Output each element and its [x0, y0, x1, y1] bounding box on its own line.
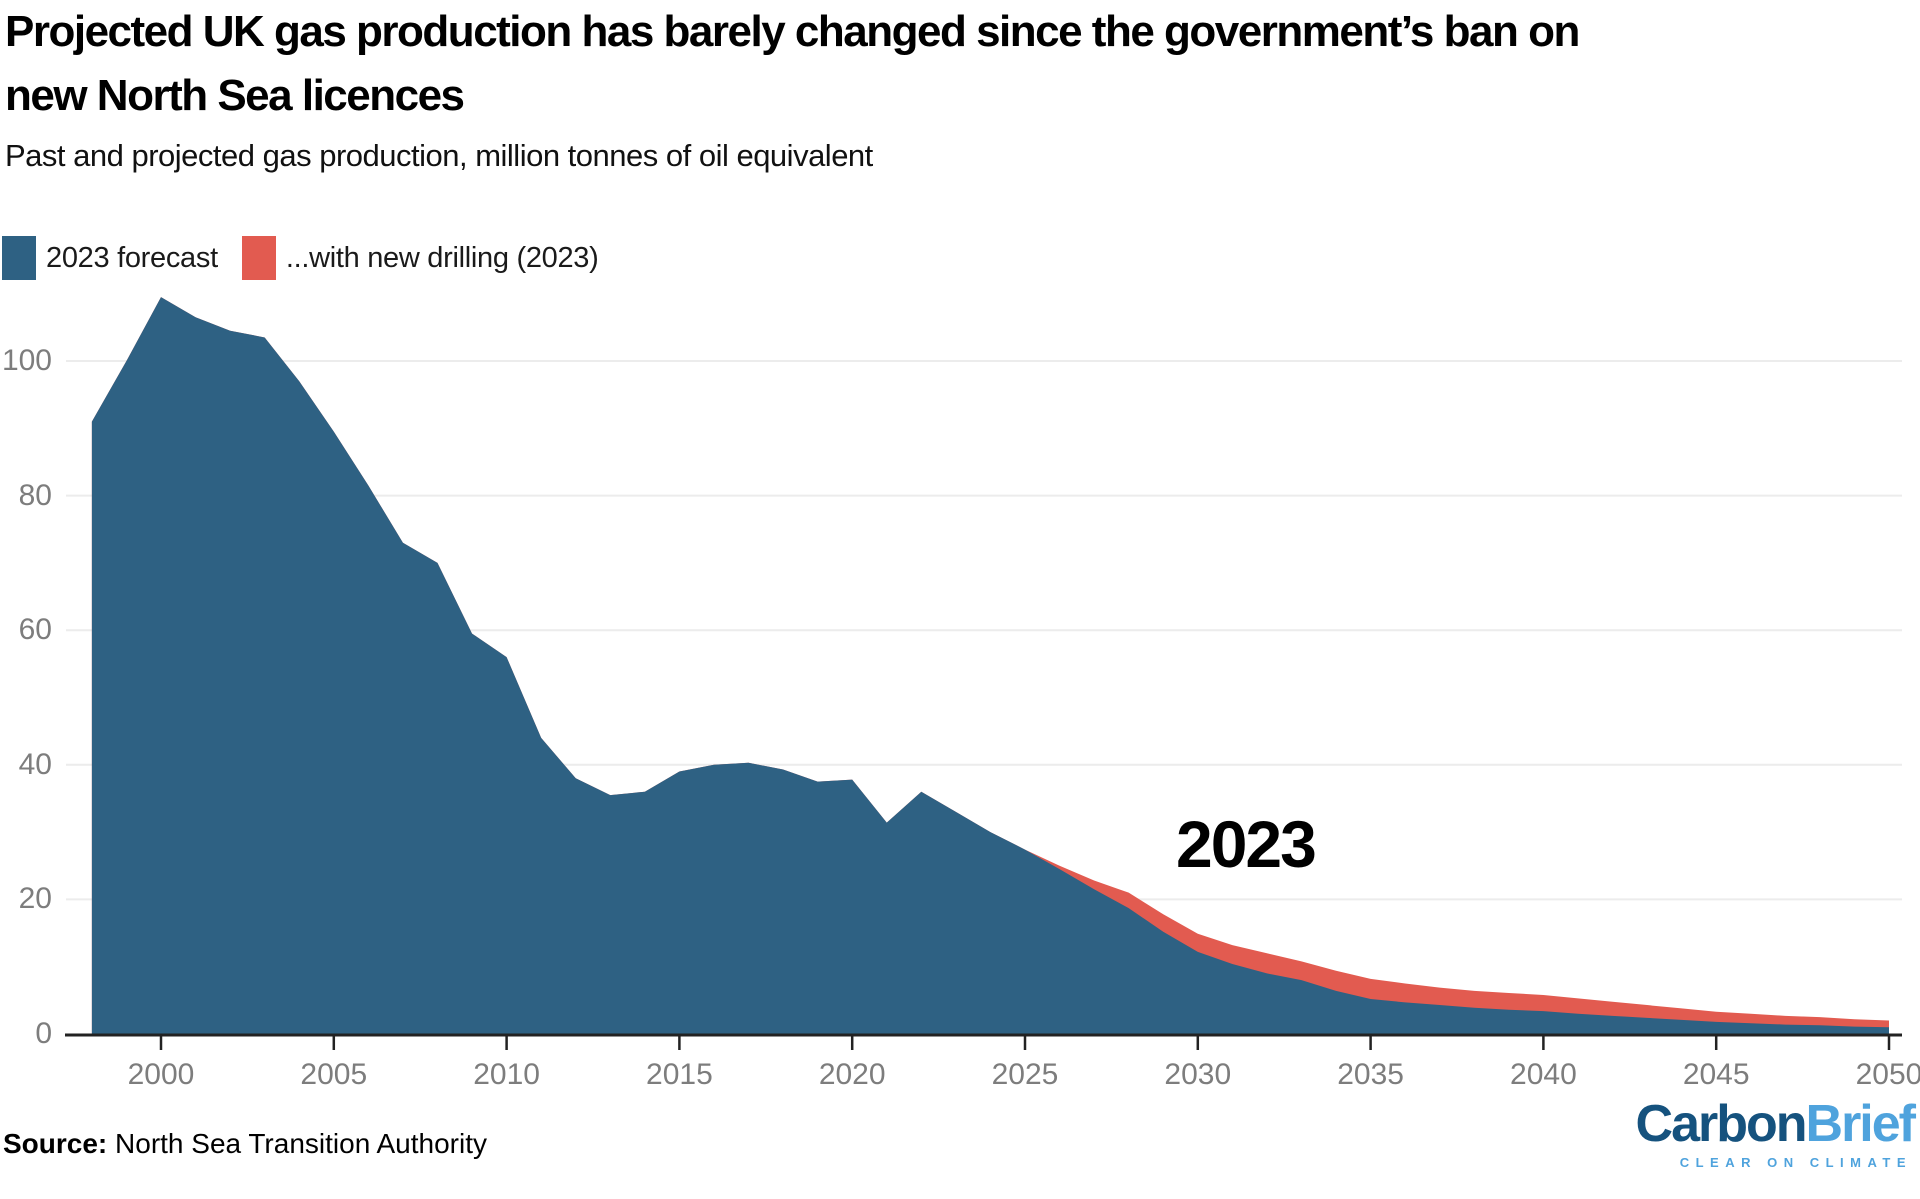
- x-axis-label-2045: 2045: [1682, 1058, 1750, 1091]
- legend-label: ...with new drilling (2023): [285, 241, 599, 274]
- source-text: North Sea Transition Authority: [107, 1128, 487, 1159]
- y-axis-label-60: 60: [18, 613, 52, 647]
- x-axis-label-2000: 2000: [127, 1058, 195, 1091]
- source-line: Source: North Sea Transition Authority: [3, 1128, 487, 1160]
- x-axis-label-2040: 2040: [1510, 1058, 1577, 1091]
- legend-item-new-drilling: ...with new drilling (2023): [241, 236, 599, 280]
- x-axis-label-2015: 2015: [646, 1058, 713, 1091]
- series-area-2023-forecast: [91, 297, 1889, 1034]
- x-axis-label-2025: 2025: [991, 1058, 1059, 1091]
- carbonbrief-logo: CarbonBrief CLEAR ON CLIMATE: [1635, 1095, 1916, 1170]
- x-axis-label-2050: 2050: [1855, 1058, 1920, 1091]
- chart-subtitle: Past and projected gas production, milli…: [5, 138, 873, 173]
- logo-brief-text: Brief: [1805, 1095, 1916, 1153]
- x-axis-label-2010: 2010: [473, 1058, 540, 1091]
- legend-item-2023-forecast: 2023 forecast: [2, 236, 218, 280]
- logo-carbon-text: Carbon: [1635, 1095, 1808, 1153]
- x-axis-label-2020: 2020: [818, 1058, 886, 1091]
- logo-wordmark: CarbonBrief: [1635, 1095, 1916, 1153]
- y-axis-label-80: 80: [18, 478, 52, 512]
- x-axis-label-2005: 2005: [300, 1058, 368, 1091]
- legend: 2023 forecast ...with new drilling (2023…: [2, 236, 599, 280]
- source-label: Source:: [3, 1128, 108, 1159]
- legend-swatch-blue: [2, 236, 36, 280]
- y-axis-label-40: 40: [18, 747, 52, 781]
- x-axis-label-2035: 2035: [1337, 1058, 1404, 1091]
- logo-tagline: CLEAR ON CLIMATE: [1679, 1155, 1912, 1170]
- y-axis-label-20: 20: [18, 882, 52, 916]
- legend-swatch-red: [241, 236, 276, 280]
- chart-title: Projected UK gas production has barely c…: [5, 7, 1580, 120]
- x-axis-label-2030: 2030: [1164, 1058, 1232, 1091]
- y-axis-label-100: 100: [1, 344, 52, 377]
- annotation-2023: 2023: [1176, 807, 1317, 881]
- legend-label: 2023 forecast: [46, 241, 218, 274]
- y-axis-label-0: 0: [35, 1017, 52, 1050]
